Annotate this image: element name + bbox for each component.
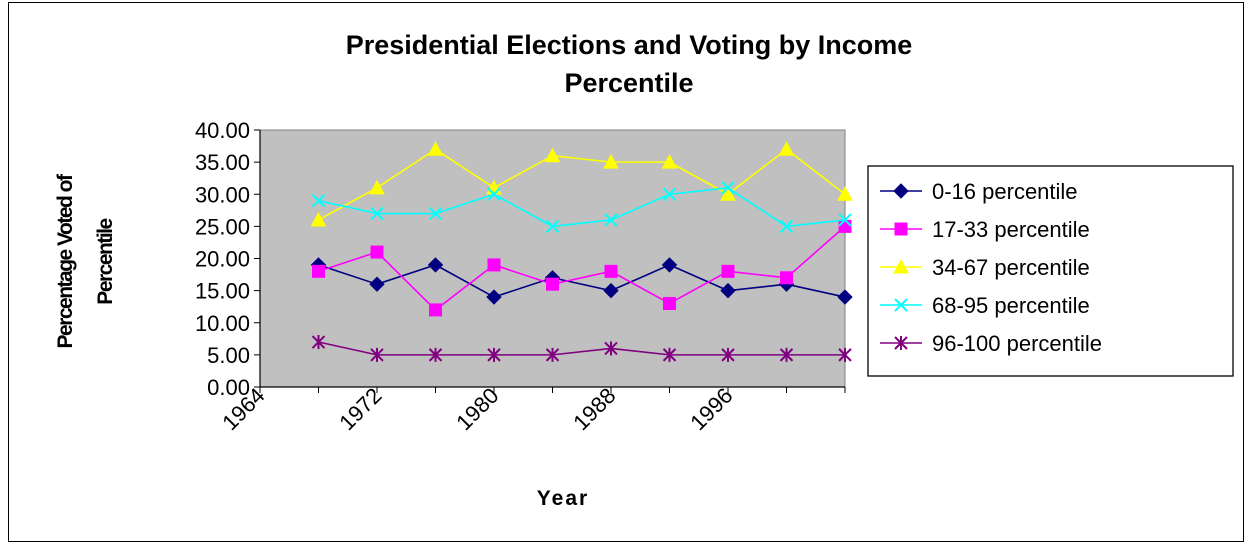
- chart-title-line2: Percentile: [564, 68, 693, 98]
- y-tick-label: 20.00: [195, 247, 250, 272]
- data-point: [370, 245, 384, 259]
- legend-box: [867, 165, 1234, 377]
- legend-marker: [894, 222, 908, 236]
- data-point: [429, 303, 442, 317]
- legend-label: 0-16 percentile: [932, 179, 1078, 204]
- x-tick-label: 1988: [568, 383, 620, 435]
- legend-marker: [893, 183, 909, 199]
- chart-title-line1: Presidential Elections and Voting by Inc…: [346, 30, 913, 60]
- data-point: [544, 147, 561, 163]
- data-point: [721, 347, 735, 362]
- data-point: [428, 206, 443, 221]
- data-point: [721, 264, 735, 278]
- data-point: [720, 186, 736, 201]
- series-5: [311, 335, 852, 362]
- data-point: [545, 347, 560, 362]
- y-axis-ticks: 0.00 5.00 10.00 15.00 20.00 25.00 30.00 35.00 40…: [195, 118, 260, 400]
- legend-entry: 17-33 percentile: [880, 217, 1090, 242]
- data-point: [603, 282, 619, 299]
- data-point: [661, 257, 678, 273]
- legend-marker: [893, 258, 909, 274]
- legend-marker: [894, 336, 908, 350]
- data-point: [427, 257, 444, 273]
- data-point: [837, 289, 853, 305]
- data-point: [663, 296, 676, 310]
- data-point: [778, 141, 795, 156]
- data-point: [487, 187, 501, 201]
- y-tick-label: 25.00: [195, 214, 250, 239]
- y-tick-label: 10.00: [195, 311, 250, 336]
- series-4: [311, 181, 852, 234]
- series-line: [318, 186, 846, 228]
- series-line: [318, 225, 846, 311]
- data-point: [369, 276, 385, 292]
- x-axis-title: Year: [537, 487, 589, 510]
- y-tick-label: 15.00: [195, 279, 250, 304]
- legend-entry: 34-67 percentile: [880, 255, 1090, 280]
- series-layer: [310, 141, 853, 362]
- y-tick-label: 5.00: [207, 343, 250, 368]
- data-point: [310, 211, 327, 227]
- legend-entry: 96-100 percentile: [880, 331, 1102, 356]
- x-tick-label: 1980: [451, 383, 503, 435]
- data-point: [311, 193, 326, 208]
- series-line: [318, 148, 846, 221]
- series-line: [318, 341, 845, 356]
- data-point: [662, 347, 677, 362]
- data-point: [662, 187, 677, 201]
- y-tick-label: 30.00: [195, 182, 250, 207]
- x-tick-label: 1972: [334, 383, 386, 435]
- data-point: [604, 264, 618, 278]
- data-point: [720, 282, 736, 299]
- data-point: [838, 219, 852, 233]
- legend-marker: [894, 298, 908, 312]
- legend-entry: 0-16 percentile: [880, 179, 1078, 204]
- data-point: [604, 341, 618, 356]
- y-axis-title-line2: Percentile: [94, 218, 117, 304]
- data-point: [312, 264, 325, 278]
- data-point: [546, 277, 559, 291]
- legend-label: 96-100 percentile: [932, 331, 1102, 356]
- data-point: [837, 186, 853, 201]
- data-point: [311, 335, 326, 350]
- legend-label: 34-67 percentile: [932, 255, 1090, 280]
- data-point: [779, 347, 794, 362]
- data-point: [487, 347, 501, 362]
- data-point: [721, 181, 735, 195]
- legend-label: 17-33 percentile: [932, 217, 1090, 242]
- data-point: [486, 289, 502, 305]
- series-line: [318, 264, 846, 298]
- data-point: [428, 347, 443, 362]
- data-point: [838, 347, 852, 362]
- y-tick-label: 35.00: [195, 150, 250, 175]
- data-point: [370, 206, 384, 221]
- data-point: [838, 213, 852, 227]
- legend: 0-16 percentile 17-33 percentile 34-67 per…: [880, 179, 1102, 356]
- legend-entry: 68-95 percentile: [880, 293, 1090, 318]
- data-point: [545, 219, 560, 234]
- y-axis-title: Percentage Voted of Percentile: [54, 173, 117, 348]
- y-tick-label: 0.00: [207, 375, 250, 400]
- data-point: [369, 179, 385, 195]
- data-point: [661, 154, 678, 169]
- data-point: [780, 271, 793, 285]
- data-point: [779, 219, 794, 234]
- x-tick-label: 1996: [685, 383, 737, 435]
- y-axis-title-line1: Percentage Voted of: [54, 173, 77, 348]
- data-point: [427, 141, 444, 156]
- y-tick-label: 40.00: [195, 118, 250, 143]
- x-axis-ticks: 1964 1972 1980 1988 1996: [217, 383, 846, 435]
- data-point: [604, 213, 618, 227]
- data-point: [487, 258, 501, 272]
- data-point: [603, 154, 619, 169]
- legend-label: 68-95 percentile: [932, 293, 1090, 318]
- data-point: [370, 347, 384, 362]
